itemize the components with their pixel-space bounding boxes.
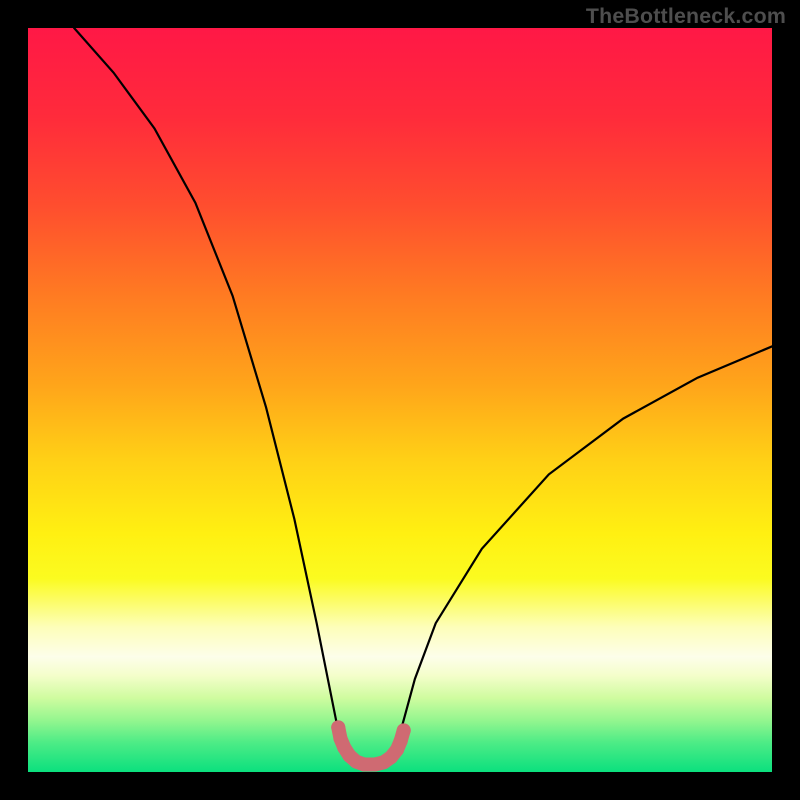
right-curve bbox=[399, 346, 772, 738]
trough-marker bbox=[397, 723, 411, 737]
root-canvas: TheBottleneck.com bbox=[0, 0, 800, 800]
left-curve bbox=[74, 28, 340, 739]
plot-area bbox=[28, 28, 772, 772]
watermark-text: TheBottleneck.com bbox=[586, 4, 786, 29]
plot-svg-overlay bbox=[28, 28, 772, 772]
